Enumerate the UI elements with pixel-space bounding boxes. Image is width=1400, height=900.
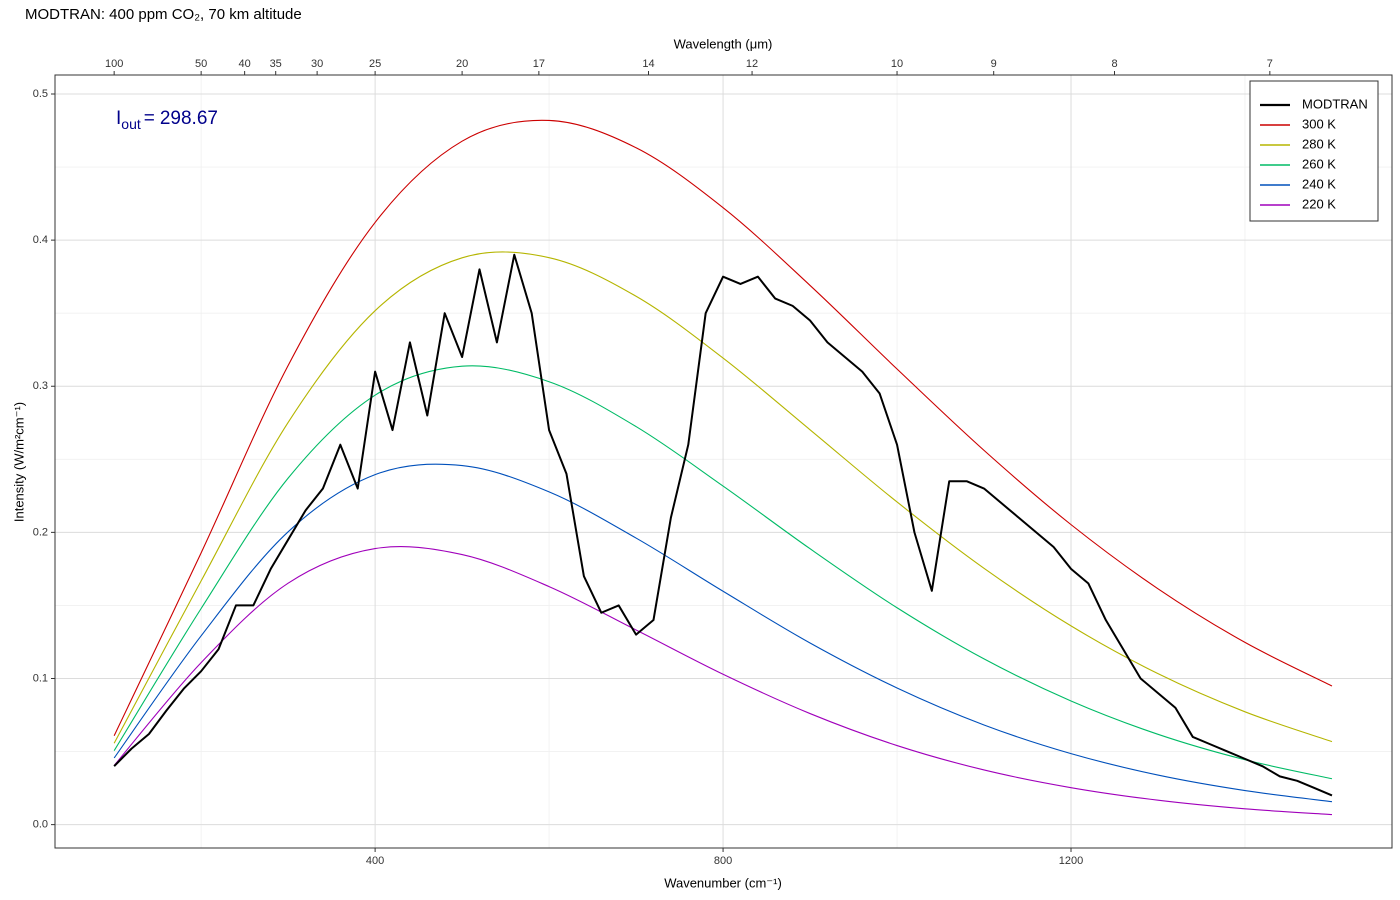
x2-tick-label: 30 xyxy=(311,58,323,70)
annotation: Iout = 298.67 xyxy=(116,108,218,132)
y-tick-label: 0.3 xyxy=(33,380,48,392)
y-axis-label: Intensity (W/m²cm⁻¹) xyxy=(11,402,26,522)
x-tick-label: 1200 xyxy=(1059,855,1083,867)
series-line xyxy=(113,546,1333,816)
x2-tick-label: 35 xyxy=(270,58,282,70)
x2-tick-label: 50 xyxy=(195,58,207,70)
axes: 400 800 1200 0.0 0.1 0.2 0.3 0.4 0.5 100 50 40 35 30 2… xyxy=(33,58,1393,867)
x-tick-label: 800 xyxy=(714,855,732,867)
x2-axis-label: Wavelength (μm) xyxy=(674,36,773,51)
annotation-value: 298.67 xyxy=(160,108,218,129)
x2-tick-label: 100 xyxy=(105,58,123,70)
y-tick-label: 0.5 xyxy=(33,88,48,100)
x2-tick-label: 12 xyxy=(746,58,758,70)
x2-tick-label: 25 xyxy=(369,58,381,70)
chart-title: MODTRAN: 400 ppm CO₂, 70 km altitude xyxy=(25,6,302,23)
series-line xyxy=(113,463,1333,803)
legend-label: 300 K xyxy=(1302,116,1336,131)
x2-tick-label: 20 xyxy=(456,58,468,70)
annotation-relation: = xyxy=(144,108,155,129)
series-line xyxy=(113,119,1333,737)
annotation-symbol: I xyxy=(116,108,121,129)
x2-tick-label: 14 xyxy=(642,58,654,70)
legend-label: 260 K xyxy=(1302,156,1336,171)
series-line xyxy=(113,251,1333,744)
x-tick-label: 400 xyxy=(366,855,384,867)
x2-tick-label: 40 xyxy=(239,58,251,70)
legend-label: MODTRAN xyxy=(1302,96,1368,111)
y-tick-label: 0.1 xyxy=(33,672,48,684)
series-line xyxy=(113,253,1333,797)
x-axis-label: Wavenumber (cm⁻¹) xyxy=(664,875,782,890)
legend-label: 220 K xyxy=(1302,196,1336,211)
x2-tick-label: 7 xyxy=(1267,58,1273,70)
x2-tick-label: 10 xyxy=(891,58,903,70)
legend-label: 280 K xyxy=(1302,136,1336,151)
plot-lines xyxy=(113,119,1333,816)
annotation-subscript: out xyxy=(121,116,141,132)
series-line xyxy=(113,365,1333,780)
x2-tick-label: 9 xyxy=(991,58,997,70)
x2-tick-label: 17 xyxy=(533,58,545,70)
y-tick-label: 0.0 xyxy=(33,819,48,831)
y-tick-label: 0.4 xyxy=(33,234,48,246)
y-tick-label: 0.2 xyxy=(33,526,48,538)
x2-tick-label: 8 xyxy=(1111,58,1117,70)
legend-label: 240 K xyxy=(1302,176,1336,191)
